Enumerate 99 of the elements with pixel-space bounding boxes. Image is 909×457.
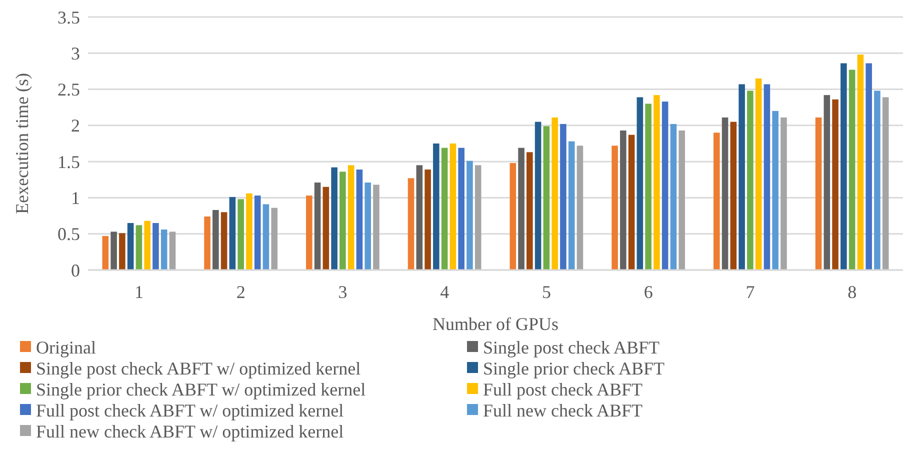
bar (450, 144, 456, 270)
bar (722, 117, 728, 270)
bar (220, 212, 228, 270)
bar (356, 170, 363, 270)
bar (840, 63, 847, 270)
x-tick-label: 7 (746, 282, 755, 302)
bar (510, 163, 516, 270)
bar (229, 196, 236, 270)
bar (526, 152, 533, 270)
bar (474, 165, 482, 270)
bar (568, 141, 575, 270)
x-tick-label: 5 (542, 282, 551, 302)
bar (670, 124, 677, 270)
y-tick-label: 3 (71, 43, 80, 64)
bar (306, 196, 312, 270)
x-axis-title: Number of GPUs (432, 314, 558, 334)
y-tick-label: 2.5 (58, 80, 80, 100)
bar (254, 196, 261, 270)
y-axis-title: Eexecution time (s) (12, 73, 32, 214)
bar (612, 146, 618, 270)
bar (314, 182, 321, 270)
legend-label: Single prior check ABFT (483, 358, 664, 378)
y-tick-label: 1 (71, 188, 80, 208)
bar (874, 90, 880, 270)
bar (424, 170, 431, 270)
bar (441, 148, 448, 270)
legend-label: Full new check ABFT (483, 400, 642, 420)
bar (714, 132, 720, 270)
bar (152, 223, 159, 270)
bar (662, 102, 668, 270)
y-tick-label: 3.5 (58, 7, 80, 28)
y-tick-label: 1.5 (58, 152, 80, 172)
bar (160, 230, 168, 270)
bar (271, 208, 278, 270)
bar (628, 134, 635, 270)
bar (815, 117, 822, 270)
x-tick-label: 8 (848, 282, 857, 302)
bar (348, 165, 354, 270)
bar (466, 160, 473, 270)
bar (636, 97, 644, 270)
bar (552, 117, 558, 270)
bar (119, 233, 126, 270)
bar (730, 122, 737, 270)
legend-label: Single post check ABFT (483, 337, 660, 358)
bar (212, 210, 219, 270)
bar (246, 193, 252, 270)
y-tick-label: 0.5 (58, 224, 80, 244)
bar (110, 232, 117, 270)
bar (848, 70, 856, 270)
bar (543, 126, 550, 270)
bar (747, 90, 754, 270)
bar (238, 199, 244, 270)
bar (882, 97, 889, 270)
bar (144, 220, 150, 270)
bar (620, 130, 626, 270)
bar (518, 148, 524, 270)
bar (832, 99, 838, 270)
bar (364, 182, 371, 270)
bar (780, 117, 787, 270)
x-tick-label: 4 (440, 282, 450, 302)
bar (416, 165, 423, 270)
bar (204, 216, 210, 270)
bar (654, 95, 660, 270)
bar (169, 232, 176, 270)
x-tick-label: 1 (134, 282, 144, 302)
legend-label: Full post check ABFT w/ optimized kernel (36, 400, 344, 420)
x-tick-label: 6 (644, 282, 653, 302)
bar (738, 84, 745, 270)
bar (262, 204, 270, 270)
bar (866, 63, 872, 270)
bar (645, 104, 652, 270)
legend-label: Single prior check ABFT w/ optimized kernel (36, 379, 366, 400)
legend-label: Full post check ABFT (483, 379, 643, 400)
bar (408, 178, 414, 270)
x-tick-label: 2 (236, 282, 246, 302)
legend-label: Original (36, 337, 96, 358)
bar (458, 148, 464, 270)
bar (772, 110, 778, 270)
bar (322, 186, 330, 270)
bar (136, 225, 142, 270)
bar (678, 130, 685, 270)
bar (373, 184, 380, 270)
bar (576, 146, 584, 270)
bar (102, 236, 109, 270)
bar (857, 54, 864, 270)
bar (340, 172, 346, 270)
bar (433, 144, 440, 270)
legend-label: Full new check ABFT w/ optimized kernel (36, 421, 344, 442)
bar (534, 122, 542, 270)
bar (127, 223, 134, 270)
legend-label: Single post check ABFT w/ optimized kernel (36, 358, 361, 378)
bar (764, 84, 770, 270)
bar (560, 124, 566, 270)
y-tick-label: 2 (71, 116, 80, 136)
bar (331, 167, 338, 270)
bar (755, 78, 762, 270)
y-tick-label: 0 (71, 260, 80, 280)
x-tick-label: 3 (338, 282, 348, 302)
bar (824, 95, 830, 270)
